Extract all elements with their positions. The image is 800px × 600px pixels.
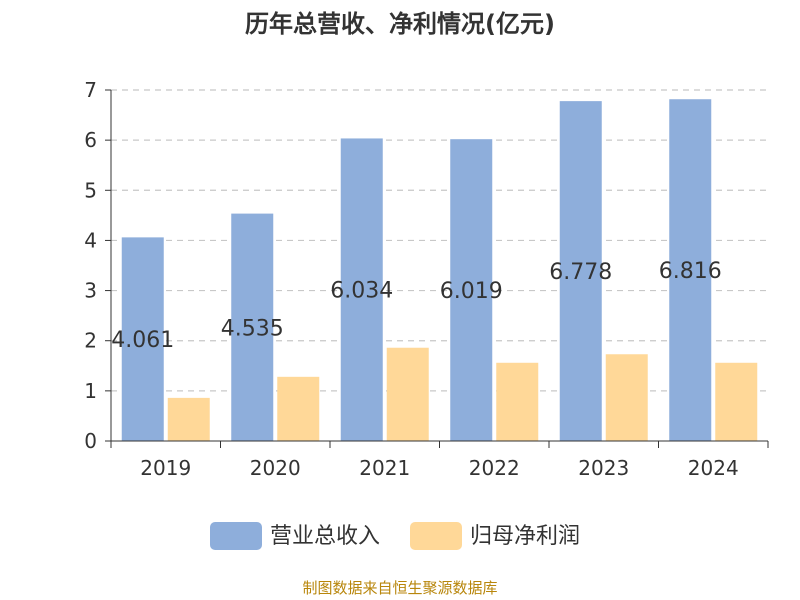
bar-profit	[496, 362, 539, 441]
bar-revenue	[450, 139, 493, 442]
bars	[121, 99, 758, 442]
legend-label-profit: 归母净利润	[470, 524, 580, 549]
bar-revenue	[559, 101, 602, 441]
bar-revenue	[121, 237, 164, 441]
legend-label-revenue: 营业总收入	[270, 524, 380, 549]
y-tick-label: 7	[84, 78, 97, 102]
y-tick-label: 6	[84, 128, 97, 152]
data-label-revenue: 6.778	[549, 260, 612, 285]
legend-swatch-profit	[410, 522, 462, 550]
bar-profit	[277, 376, 320, 441]
y-tick-label: 3	[84, 279, 97, 303]
legend-swatch-revenue	[210, 522, 262, 550]
data-label-revenue: 6.816	[659, 259, 722, 284]
bar-revenue	[669, 99, 712, 441]
bar-profit	[715, 362, 758, 441]
y-tick-label: 4	[84, 228, 97, 252]
bar-revenue	[340, 138, 383, 442]
data-label-revenue: 4.061	[111, 328, 174, 353]
bar-profit	[167, 397, 210, 441]
x-tick-label: 2019	[140, 456, 191, 480]
data-labels: 4.061 4.535 6.034 6.019 6.778 6.816	[111, 259, 721, 353]
bar-profit	[605, 354, 648, 441]
source-note: 制图数据来自恒生聚源数据库	[302, 579, 498, 597]
legend: 营业总收入 归母净利润	[210, 522, 580, 550]
bar-revenue	[231, 213, 274, 441]
x-tick-label: 2023	[578, 456, 629, 480]
x-tick-label: 2022	[469, 456, 520, 480]
chart-title: 历年总营收、净利情况(亿元)	[245, 10, 555, 38]
data-label-revenue: 6.019	[440, 279, 503, 304]
x-tick-label: 2021	[359, 456, 410, 480]
y-tick-label: 0	[84, 429, 97, 453]
x-tick-label: 2024	[688, 456, 739, 480]
data-label-revenue: 4.535	[221, 316, 284, 341]
y-tick-label: 5	[84, 178, 97, 202]
data-label-revenue: 6.034	[330, 279, 393, 304]
y-tick-label: 1	[84, 379, 97, 403]
x-tick-label: 2020	[250, 456, 301, 480]
bar-profit	[386, 347, 429, 441]
axes: 0 1 2 3 4 5 6 7 2019 2020 2021 2022 2023 2024	[84, 78, 769, 480]
y-tick-label: 2	[84, 329, 97, 353]
